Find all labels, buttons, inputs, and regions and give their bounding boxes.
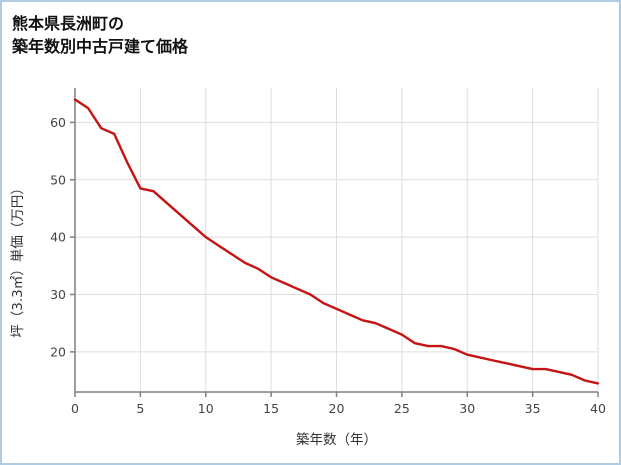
x-tick-label: 10	[198, 401, 214, 416]
x-tick-label: 15	[263, 401, 279, 416]
x-axis-label: 築年数（年）	[296, 432, 377, 449]
chart-area: 坪（3.3㎡）単価（万円） 0 5 10 15 20 25 30 35 40 20 30 40 50 60…	[2, 60, 619, 459]
line-chart: 0 5 10 15 20 25 30 35 40 20 30 40 50 60	[50, 88, 606, 416]
x-tick-label: 30	[459, 401, 475, 416]
chart-title-line1: 熊本県長洲町の	[12, 14, 125, 33]
x-tick-label: 40	[590, 401, 606, 416]
y-tick-label: 60	[50, 115, 66, 130]
y-tick-label: 40	[50, 230, 66, 245]
x-tick-label: 25	[394, 401, 410, 416]
x-tick-label: 5	[136, 401, 144, 416]
x-tick-label: 0	[71, 401, 79, 416]
price-line	[73, 98, 600, 385]
y-tick-label: 50	[50, 173, 66, 188]
y-tick-label: 20	[50, 345, 66, 360]
x-tick-label: 20	[329, 401, 345, 416]
chart-title-line2: 築年数別中古戸建て価格	[12, 37, 189, 57]
y-tick-label: 30	[50, 287, 66, 302]
chart-title: 熊本県長洲町の 築年数別中古戸建て価格	[2, 2, 619, 58]
x-tick-label: 35	[525, 401, 541, 416]
